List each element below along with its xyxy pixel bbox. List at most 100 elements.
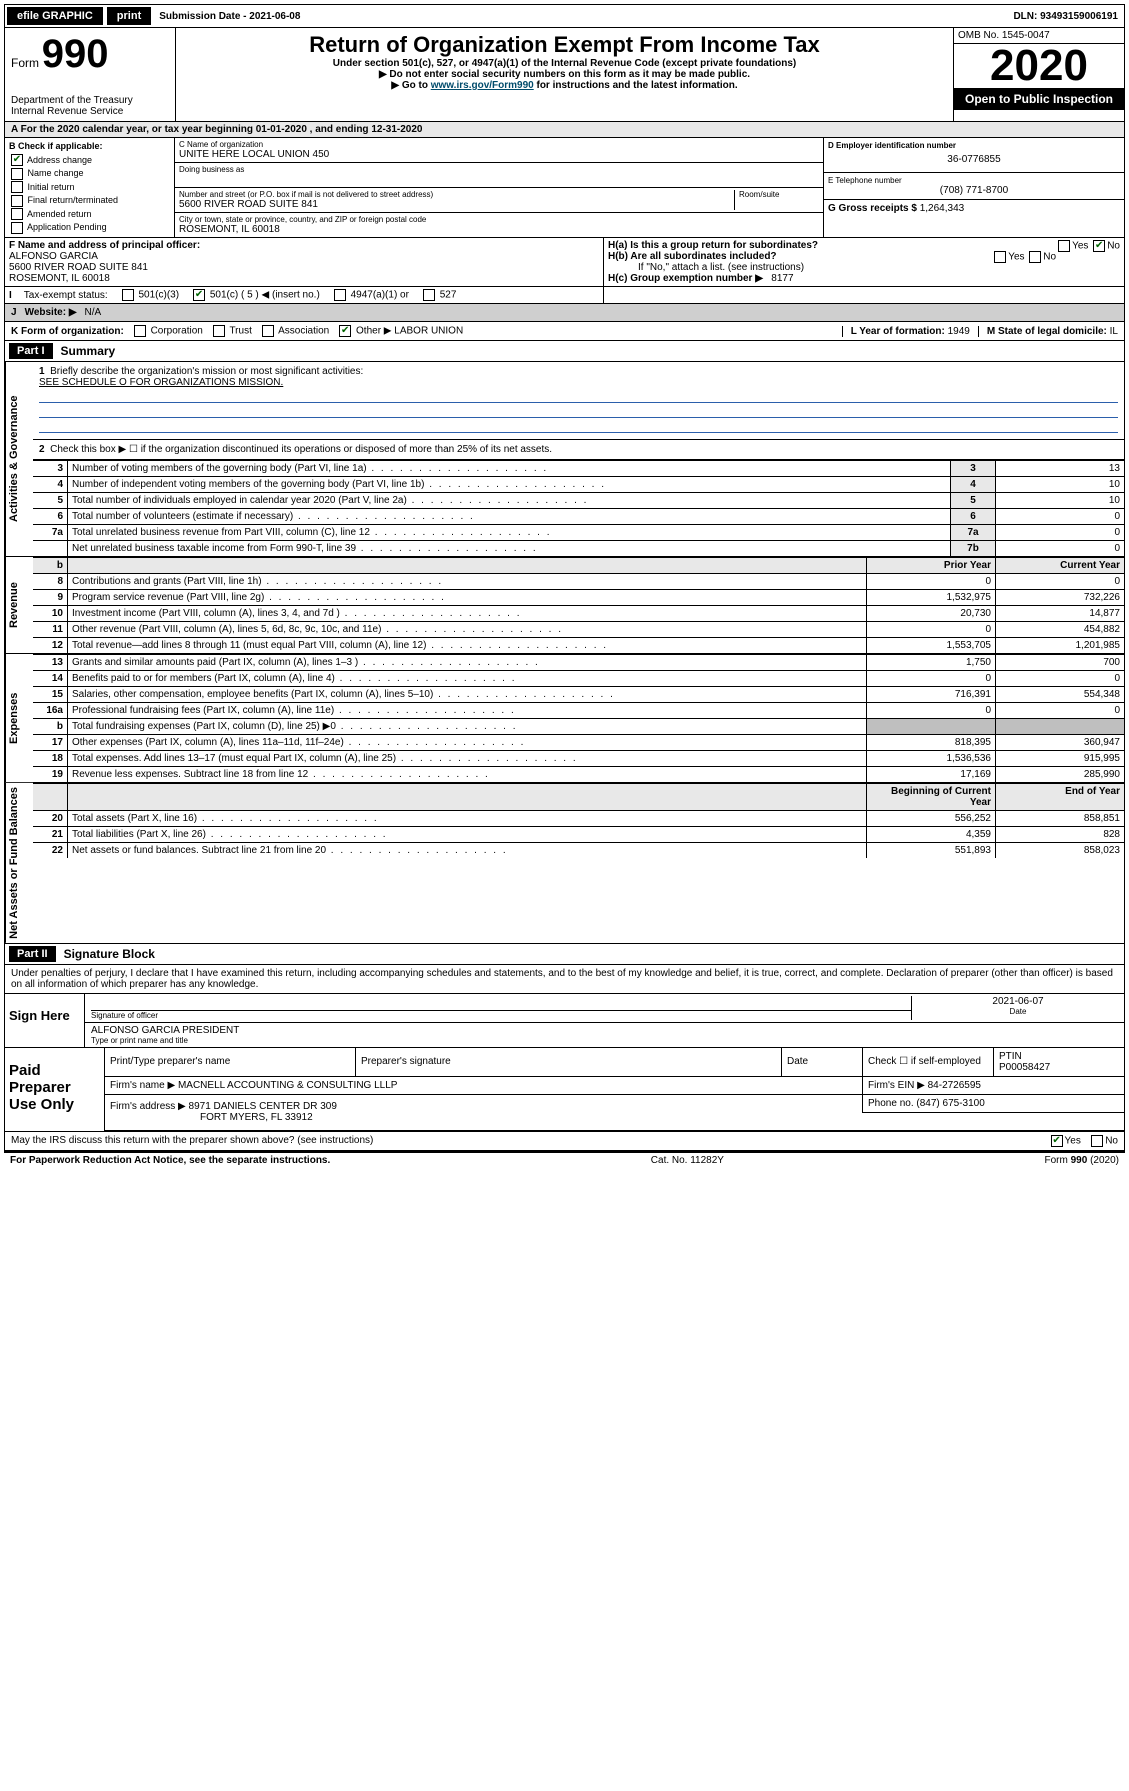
assoc-label: Association bbox=[278, 326, 329, 337]
chk-name-change[interactable]: Name change bbox=[9, 167, 170, 181]
prep-label: Paid Preparer Use Only bbox=[5, 1048, 105, 1131]
phone-label: E Telephone number bbox=[828, 176, 1120, 185]
chk-amended[interactable]: Amended return bbox=[9, 208, 170, 222]
hb-choice[interactable]: Yes No bbox=[992, 251, 1056, 263]
chk-address-change[interactable]: Address change bbox=[9, 154, 170, 168]
right-col: D Employer identification number 36-0776… bbox=[824, 138, 1124, 237]
prep-sig-label: Preparer's signature bbox=[356, 1048, 782, 1077]
instructions-link[interactable]: www.irs.gov/Form990 bbox=[431, 80, 534, 91]
gov-table: 3Number of voting members of the governi… bbox=[33, 460, 1124, 556]
l-label: L Year of formation: bbox=[851, 326, 945, 337]
chk-assoc[interactable]: Association bbox=[260, 325, 329, 337]
form-header: Form 990 Department of the Treasury Inte… bbox=[4, 28, 1125, 122]
form-id-cell: Form 990 Department of the Treasury Inte… bbox=[5, 28, 175, 121]
no-label: No bbox=[1107, 241, 1120, 252]
goto-pre: ▶ Go to bbox=[391, 80, 430, 91]
website-value: N/A bbox=[85, 307, 102, 318]
hc-value: 8177 bbox=[771, 273, 793, 284]
chk-501c[interactable]: 501(c) ( 5 ) ◀ (insert no.) bbox=[191, 289, 320, 301]
firm-name-cell: Firm's name ▶ MACNELL ACCOUNTING & CONSU… bbox=[105, 1076, 863, 1094]
col-prior: Prior Year bbox=[867, 558, 996, 574]
city-label: City or town, state or province, country… bbox=[179, 215, 819, 224]
k-label: K Form of organization: bbox=[11, 326, 124, 337]
net-header-row: Beginning of Current Year End of Year bbox=[33, 784, 1124, 811]
rev-header-row: b Prior Year Current Year bbox=[33, 558, 1124, 574]
table-row: 7aTotal unrelated business revenue from … bbox=[33, 525, 1124, 541]
form-number-footer: 990 bbox=[1071, 1155, 1088, 1166]
submission-date: 2021-06-08 bbox=[249, 11, 300, 22]
section-f: F Name and address of principal officer:… bbox=[5, 238, 604, 286]
f-h-row: F Name and address of principal officer:… bbox=[4, 238, 1125, 287]
chk-initial[interactable]: Initial return bbox=[9, 181, 170, 195]
dln-label: DLN: bbox=[1013, 11, 1040, 22]
sign-here: Sign Here Signature of officer 2021-06-0… bbox=[4, 994, 1125, 1048]
h-a: H(a) Is this a group return for subordin… bbox=[608, 240, 1120, 251]
firm-ein: 84-2726595 bbox=[928, 1080, 981, 1091]
other-value: LABOR UNION bbox=[394, 326, 463, 337]
year-footer: 2020 bbox=[1093, 1155, 1115, 1166]
section-j: J Website: ▶ N/A bbox=[4, 304, 1125, 322]
chk-4947[interactable]: 4947(a)(1) or bbox=[332, 289, 409, 301]
prep-selfemp[interactable]: Check ☐ if self-employed bbox=[863, 1048, 994, 1077]
no-label: No bbox=[1105, 1135, 1118, 1146]
firm-ein-cell: Firm's EIN ▶ 84-2726595 bbox=[863, 1076, 1125, 1094]
chk-corp[interactable]: Corporation bbox=[132, 325, 203, 337]
ein-value: 36-0776855 bbox=[828, 150, 1120, 169]
table-row: 22Net assets or fund balances. Subtract … bbox=[33, 843, 1124, 859]
final-label: Final return/terminated bbox=[28, 195, 119, 205]
discuss-choice[interactable]: Yes No bbox=[1049, 1135, 1118, 1147]
street-label: Number and street (or P.O. box if mail i… bbox=[179, 190, 734, 199]
chk-501c3[interactable]: 501(c)(3) bbox=[120, 289, 179, 301]
hc-label: H(c) Group exemption number ▶ bbox=[608, 273, 763, 284]
chk-other[interactable]: Other ▶ LABOR UNION bbox=[337, 325, 463, 337]
section-m: M State of legal domicile: IL bbox=[978, 326, 1118, 337]
checkbox-icon bbox=[11, 195, 23, 207]
k-l-m-row: K Form of organization: Corporation Trus… bbox=[4, 322, 1125, 341]
chk-trust[interactable]: Trust bbox=[211, 325, 252, 337]
firm-name-label: Firm's name ▶ bbox=[110, 1080, 175, 1091]
checkbox-icon bbox=[339, 325, 351, 337]
subtitle-2: ▶ Do not enter social security numbers o… bbox=[182, 69, 947, 80]
sign-date: 2021-06-07 bbox=[918, 996, 1118, 1007]
city-row: City or town, state or province, country… bbox=[175, 213, 823, 237]
footer-bar: For Paperwork Reduction Act Notice, see … bbox=[4, 1151, 1125, 1168]
netassets-content: Beginning of Current Year End of Year 20… bbox=[33, 783, 1124, 943]
table-row: 11Other revenue (Part VIII, column (A), … bbox=[33, 622, 1124, 638]
subtitle-1: Under section 501(c), 527, or 4947(a)(1)… bbox=[182, 58, 947, 69]
part-i-title-row: Part I Summary bbox=[5, 341, 1124, 361]
tab-netassets: Net Assets or Fund Balances bbox=[5, 783, 33, 943]
phone-value: (708) 771-8700 bbox=[828, 185, 1120, 196]
sign-content: Signature of officer 2021-06-07 Date ALF… bbox=[85, 994, 1124, 1047]
line2-text: Check this box ▶ ☐ if the organization d… bbox=[50, 444, 552, 455]
dln-value: 93493159006191 bbox=[1040, 11, 1118, 22]
ha-choice[interactable]: Yes No bbox=[1056, 240, 1120, 252]
chk-527[interactable]: 527 bbox=[421, 289, 456, 301]
gross-value: 1,264,343 bbox=[920, 203, 965, 214]
rev-table: b Prior Year Current Year 8Contributions… bbox=[33, 557, 1124, 653]
prep-row-3: Firm's address ▶ 8971 DANIELS CENTER DR … bbox=[105, 1094, 1124, 1112]
tab-expenses: Expenses bbox=[5, 654, 33, 782]
initial-label: Initial return bbox=[28, 182, 75, 192]
tab-revenue: Revenue bbox=[5, 557, 33, 653]
col-begin: Beginning of Current Year bbox=[867, 784, 996, 811]
table-row: 21Total liabilities (Part X, line 26)4,3… bbox=[33, 827, 1124, 843]
section-i: ITax-exempt status: 501(c)(3) 501(c) ( 5… bbox=[5, 287, 604, 303]
prep-table: Print/Type preparer's name Preparer's si… bbox=[105, 1048, 1124, 1131]
print-button[interactable]: print bbox=[107, 7, 151, 25]
f-label: F Name and address of principal officer: bbox=[9, 240, 599, 251]
checkbox-icon bbox=[994, 251, 1006, 263]
chk-pending[interactable]: Application Pending bbox=[9, 221, 170, 235]
checkbox-icon bbox=[11, 154, 23, 166]
i-label: Tax-exempt status: bbox=[24, 290, 108, 301]
checkbox-icon bbox=[134, 325, 146, 337]
officer-addr2: ROSEMONT, IL 60018 bbox=[9, 273, 599, 284]
blank-line bbox=[39, 390, 1118, 403]
chk-final[interactable]: Final return/terminated bbox=[9, 194, 170, 208]
table-row: 6Total number of volunteers (estimate if… bbox=[33, 509, 1124, 525]
subtitle-3: ▶ Go to www.irs.gov/Form990 for instruct… bbox=[182, 80, 947, 91]
governance-content: 1 Briefly describe the organization's mi… bbox=[33, 362, 1124, 556]
part-i-header: Part I bbox=[9, 343, 53, 359]
sig-officer-label: Signature of officer bbox=[91, 1011, 911, 1020]
blank-line bbox=[39, 405, 1118, 418]
firm-phone: (847) 675-3100 bbox=[916, 1098, 984, 1109]
